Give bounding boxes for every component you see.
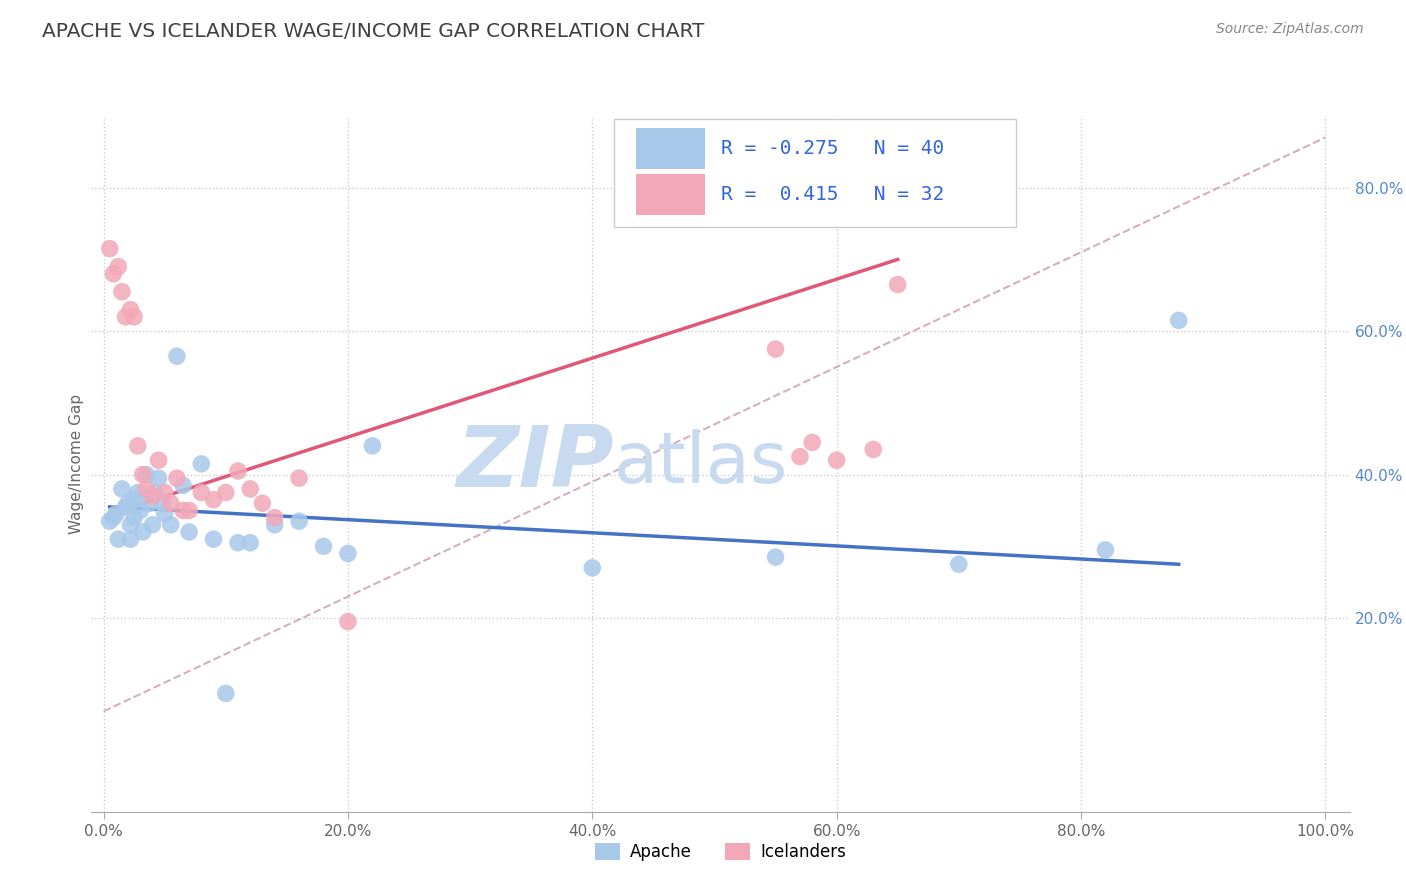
Point xyxy=(153,485,176,500)
Point xyxy=(135,482,157,496)
Bar xyxy=(637,175,706,215)
Text: R =  0.415   N = 32: R = 0.415 N = 32 xyxy=(720,185,943,204)
Point xyxy=(263,510,285,524)
Y-axis label: Wage/Income Gap: Wage/Income Gap xyxy=(69,393,84,534)
Point xyxy=(263,517,285,532)
Point xyxy=(288,471,311,485)
Point xyxy=(801,435,824,450)
Point xyxy=(107,532,129,546)
Point xyxy=(141,517,163,532)
Point xyxy=(111,285,134,299)
Point xyxy=(172,503,194,517)
Point xyxy=(127,485,149,500)
Point xyxy=(150,496,173,510)
Point xyxy=(131,524,153,539)
Text: atlas: atlas xyxy=(613,429,787,499)
Point xyxy=(153,507,176,521)
Bar xyxy=(637,128,706,169)
Point xyxy=(202,492,225,507)
Point xyxy=(107,260,129,274)
Point xyxy=(98,242,121,256)
Point xyxy=(202,532,225,546)
Legend: Apache, Icelanders: Apache, Icelanders xyxy=(586,835,855,870)
Point xyxy=(765,342,787,356)
Point xyxy=(336,547,359,561)
Point xyxy=(120,302,142,317)
Point xyxy=(239,535,262,549)
Point xyxy=(190,457,212,471)
Point xyxy=(166,349,188,363)
Point xyxy=(114,500,136,514)
Point xyxy=(122,310,145,324)
Point xyxy=(103,267,125,281)
Point xyxy=(139,496,162,510)
Point xyxy=(239,482,262,496)
Text: ZIP: ZIP xyxy=(456,422,613,506)
Point xyxy=(131,467,153,482)
Point xyxy=(120,517,142,532)
Point xyxy=(179,524,201,539)
Point xyxy=(172,478,194,492)
Point xyxy=(312,539,335,553)
Point xyxy=(148,471,170,485)
Point xyxy=(361,439,384,453)
Point xyxy=(825,453,848,467)
Point xyxy=(159,517,181,532)
Point xyxy=(111,482,134,496)
Point xyxy=(129,503,152,517)
Point xyxy=(226,535,249,549)
Point xyxy=(98,514,121,528)
Point xyxy=(215,485,238,500)
Point xyxy=(948,558,970,572)
Point xyxy=(135,467,157,482)
Text: APACHE VS ICELANDER WAGE/INCOME GAP CORRELATION CHART: APACHE VS ICELANDER WAGE/INCOME GAP CORR… xyxy=(42,22,704,41)
Point xyxy=(159,496,181,510)
Point xyxy=(789,450,811,464)
Point xyxy=(1094,542,1116,557)
Point xyxy=(141,489,163,503)
Point xyxy=(190,485,212,500)
Point xyxy=(862,442,884,457)
Point xyxy=(179,503,201,517)
Point xyxy=(103,510,125,524)
Point xyxy=(336,615,359,629)
Point xyxy=(127,439,149,453)
Point xyxy=(215,686,238,700)
FancyBboxPatch shape xyxy=(613,120,1017,227)
Point xyxy=(122,492,145,507)
Point xyxy=(166,471,188,485)
Point xyxy=(765,550,787,565)
Point xyxy=(143,485,166,500)
Text: Source: ZipAtlas.com: Source: ZipAtlas.com xyxy=(1216,22,1364,37)
Point xyxy=(120,532,142,546)
Point xyxy=(886,277,908,292)
Point xyxy=(1167,313,1189,327)
Point xyxy=(252,496,274,510)
Point xyxy=(148,453,170,467)
Text: R = -0.275   N = 40: R = -0.275 N = 40 xyxy=(720,139,943,158)
Point xyxy=(288,514,311,528)
Point xyxy=(226,464,249,478)
Point xyxy=(117,496,139,510)
Point xyxy=(114,310,136,324)
Point xyxy=(104,507,127,521)
Point xyxy=(581,561,603,575)
Point xyxy=(122,510,145,524)
